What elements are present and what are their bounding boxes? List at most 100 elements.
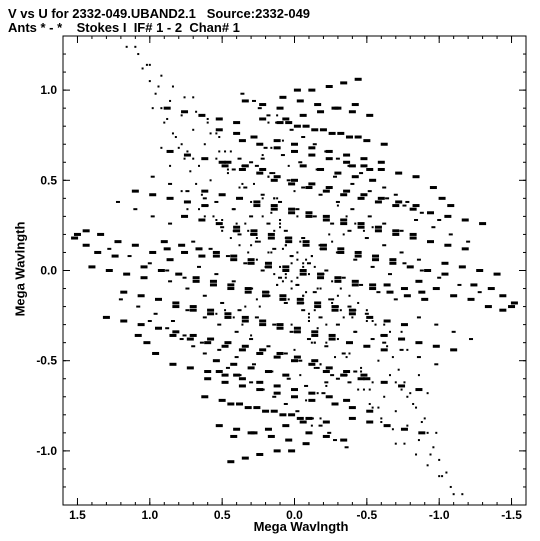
uv-point xyxy=(345,215,348,218)
uv-point xyxy=(260,269,265,272)
uv-point xyxy=(293,88,301,92)
uv-point-conjugate xyxy=(362,388,365,391)
uv-point xyxy=(374,225,382,229)
uv-point-conjugate xyxy=(365,320,368,323)
uv-point xyxy=(266,114,271,117)
uv-point xyxy=(218,193,226,197)
uv-point xyxy=(354,222,357,225)
uv-point-conjugate xyxy=(131,189,139,193)
uv-point-conjugate xyxy=(284,244,287,247)
uv-point xyxy=(264,261,272,265)
uv-point-conjugate xyxy=(324,269,329,272)
uv-point-conjugate xyxy=(276,326,284,330)
uv-point-conjugate xyxy=(290,323,293,326)
uv-point-conjugate xyxy=(215,424,223,428)
uv-point-conjugate xyxy=(306,262,311,265)
uv-point xyxy=(450,294,458,298)
uv-point-conjugate xyxy=(224,315,232,319)
x-tick-label: 1.5 xyxy=(69,508,86,522)
uv-point xyxy=(192,276,200,280)
uv-point-conjugate xyxy=(325,395,333,399)
uv-point-conjugate xyxy=(298,161,303,164)
uv-point-conjugate xyxy=(383,395,386,398)
uv-point-conjugate xyxy=(261,197,264,200)
uv-point-conjugate xyxy=(218,398,226,402)
uv-point-conjugate xyxy=(327,431,332,434)
uv-point-conjugate xyxy=(270,146,273,149)
uv-point-conjugate xyxy=(383,319,391,323)
uv-point-conjugate xyxy=(267,236,275,240)
uv-point-conjugate xyxy=(313,265,316,268)
uv-point-conjugate xyxy=(322,420,330,424)
uv-point-conjugate xyxy=(285,240,293,244)
uv-point-conjugate xyxy=(247,261,255,265)
uv-point xyxy=(302,265,305,268)
uv-point-conjugate xyxy=(276,197,279,200)
uv-point-conjugate xyxy=(444,243,452,247)
data-series xyxy=(125,45,464,496)
uv-point xyxy=(340,438,348,442)
uv-point-conjugate xyxy=(244,290,252,294)
uv-point-conjugate xyxy=(279,265,282,268)
uv-point xyxy=(461,493,464,496)
uv-point-conjugate xyxy=(225,366,230,369)
uv-point-conjugate xyxy=(183,200,191,204)
uv-point-conjugate xyxy=(198,113,206,117)
uv-point-conjugate xyxy=(125,45,128,48)
uv-point-conjugate xyxy=(273,172,276,175)
uv-point xyxy=(313,366,316,369)
uv-point-conjugate xyxy=(202,352,207,355)
uv-point xyxy=(230,362,238,366)
uv-point-conjugate xyxy=(259,167,267,171)
uv-point xyxy=(241,315,249,319)
uv-point-conjugate xyxy=(215,128,223,132)
uv-point xyxy=(310,341,313,344)
uv-point-conjugate xyxy=(189,308,197,312)
data-series xyxy=(71,77,518,464)
uv-point xyxy=(270,251,273,254)
uv-point-conjugate xyxy=(393,298,398,301)
uv-point-conjugate xyxy=(399,348,404,351)
uv-point-conjugate xyxy=(438,458,441,461)
uv-point xyxy=(224,341,232,345)
uv-point xyxy=(180,114,183,117)
uv-point-conjugate xyxy=(403,381,406,384)
uv-point xyxy=(148,80,151,83)
uv-point xyxy=(324,381,329,384)
uv-point xyxy=(147,262,152,265)
uv-point-conjugate xyxy=(282,117,290,121)
uv-point-conjugate xyxy=(345,341,353,345)
uv-point xyxy=(189,305,197,309)
uv-point-conjugate xyxy=(357,301,360,304)
uv-point xyxy=(371,320,374,323)
uv-point-conjugate xyxy=(331,280,334,283)
uv-point-conjugate xyxy=(289,255,294,258)
uv-point xyxy=(348,110,356,114)
uv-point-conjugate xyxy=(181,110,189,114)
uv-point xyxy=(247,366,255,370)
uv-point-conjugate xyxy=(153,312,158,315)
uv-point-conjugate xyxy=(243,186,248,189)
uv-point xyxy=(212,215,215,218)
x-tick-label: 1.0 xyxy=(141,508,158,522)
uv-point-conjugate xyxy=(458,265,466,269)
uv-point-conjugate xyxy=(260,193,265,196)
uv-point-conjugate xyxy=(382,341,387,344)
uv-point xyxy=(296,297,304,301)
uv-point xyxy=(286,377,291,380)
uv-point xyxy=(254,164,259,167)
uv-point xyxy=(307,316,310,319)
uv-point-conjugate xyxy=(374,229,382,233)
uv-point xyxy=(331,301,334,304)
uv-point-conjugate xyxy=(230,258,238,262)
uv-point xyxy=(256,171,264,175)
uv-point xyxy=(243,262,248,265)
uv-point-conjugate xyxy=(426,431,429,434)
uv-point xyxy=(302,294,305,297)
uv-point xyxy=(302,262,305,265)
uv-point xyxy=(308,153,316,157)
uv-point-conjugate xyxy=(169,333,177,337)
uv-point xyxy=(102,315,110,319)
uv-point xyxy=(400,287,408,291)
uv-point xyxy=(264,370,272,374)
